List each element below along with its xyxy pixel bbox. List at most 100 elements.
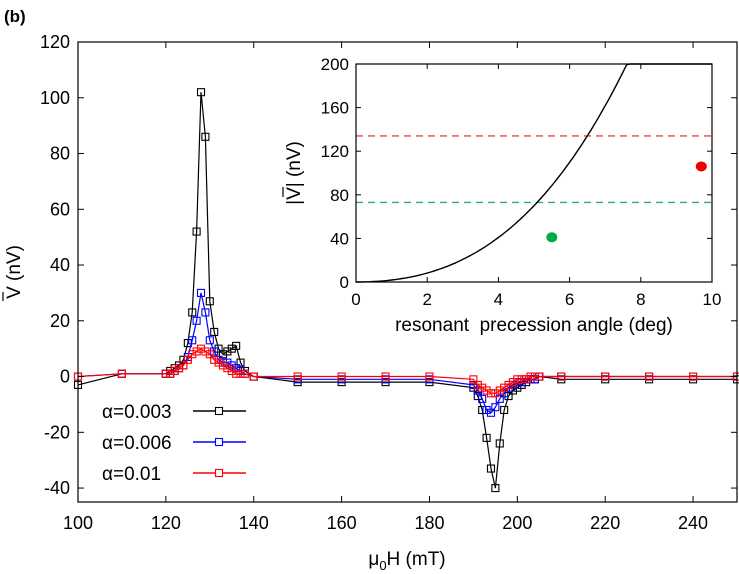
main-x-tick-label: 140 xyxy=(239,513,269,533)
series-marker xyxy=(526,372,535,381)
inset-y-tick-label: 0 xyxy=(340,273,349,292)
series-marker xyxy=(513,375,522,384)
series-marker xyxy=(504,392,513,401)
series-marker xyxy=(478,394,487,403)
inset-background xyxy=(282,56,722,326)
series-marker xyxy=(188,308,197,317)
inset-plot: 0 2 4 6 8 10 0 40 80 120 160 200 resonant precessi… xyxy=(282,55,722,336)
legend-entry-marker xyxy=(214,468,224,478)
series-marker xyxy=(500,383,509,392)
series-marker xyxy=(491,484,500,493)
series-marker xyxy=(645,372,654,381)
series-marker xyxy=(192,227,201,236)
main-x-tick-label: 120 xyxy=(151,513,181,533)
legend-entry-label: α=0.006 xyxy=(102,433,172,454)
series-marker xyxy=(236,358,245,367)
inset-y-tick-label: 160 xyxy=(321,99,349,118)
series-marker xyxy=(473,386,482,395)
legend: α=0.003 α=0.006 α=0.01 xyxy=(102,402,246,485)
inset-y-tick-label: 200 xyxy=(321,55,349,74)
main-x-ticks: 100 120 140 160 180 200 220 240 xyxy=(63,42,708,533)
series-marker xyxy=(495,439,504,448)
series-marker xyxy=(478,405,487,415)
series-marker xyxy=(214,358,223,367)
series-marker xyxy=(210,347,219,356)
main-y-tick-label: -40 xyxy=(44,478,70,498)
panel-label: (b) xyxy=(4,7,26,26)
series-marker xyxy=(188,350,197,359)
series-marker xyxy=(522,375,531,384)
series-line xyxy=(77,292,737,414)
main-plot: 100 120 140 160 180 200 220 240 -40-20020406080… xyxy=(2,32,739,573)
main-x-axis-label-rest: H (mT) xyxy=(387,549,446,570)
inset-x-tick-label: 0 xyxy=(351,290,360,309)
series-marker xyxy=(517,375,526,384)
series-marker xyxy=(201,132,210,141)
main-x-axis-label: μ0H (mT) xyxy=(368,549,445,573)
main-y-axis-label: V (nV) xyxy=(4,245,25,299)
series-marker xyxy=(535,372,544,381)
series-marker xyxy=(500,389,509,398)
series-marker xyxy=(214,344,223,353)
main-y-tick-label: -20 xyxy=(44,422,70,442)
legend-entry-marker xyxy=(214,406,224,416)
inset-y-tick-label: 120 xyxy=(321,142,349,161)
series-marker xyxy=(495,386,504,395)
series-marker xyxy=(232,369,241,378)
series-marker xyxy=(478,383,487,392)
series-marker xyxy=(689,372,698,381)
series-marker xyxy=(469,380,478,389)
series-marker xyxy=(205,336,214,345)
series-marker xyxy=(166,369,175,378)
series-marker xyxy=(508,386,517,395)
main-x-tick-label: 160 xyxy=(327,513,357,533)
series-marker xyxy=(201,347,210,356)
series-marker xyxy=(218,361,228,370)
main-x-axis-label-subscript: 0 xyxy=(379,558,386,573)
series-marker xyxy=(161,369,170,378)
inset-x-tick-label: 2 xyxy=(422,290,431,309)
main-x-tick-label: 220 xyxy=(590,513,620,533)
legend-entry-label: α=0.003 xyxy=(102,402,172,423)
series-marker xyxy=(227,361,236,370)
series-marker xyxy=(210,355,219,364)
main-x-tick-label: 100 xyxy=(63,513,93,533)
series-marker xyxy=(240,369,249,378)
series-marker xyxy=(482,433,491,442)
series-marker xyxy=(601,372,610,381)
series-marker xyxy=(232,341,241,350)
series-line xyxy=(77,92,737,489)
series-marker xyxy=(192,316,201,325)
series-marker xyxy=(223,364,232,373)
series-marker xyxy=(210,327,219,336)
series-marker xyxy=(557,372,566,381)
series-marker xyxy=(530,372,539,381)
series-marker xyxy=(500,405,509,415)
series-marker xyxy=(174,364,184,373)
inset-y-tick-label: 80 xyxy=(330,186,349,205)
series-marker xyxy=(179,361,188,370)
series-marker xyxy=(223,347,232,356)
main-y-tick-label: 120 xyxy=(40,32,70,52)
series-marker xyxy=(425,372,434,381)
series-marker xyxy=(196,288,206,297)
series-marker xyxy=(227,344,236,353)
series-marker xyxy=(236,369,245,378)
series-marker xyxy=(508,378,517,387)
inset-y-ticks: 0 40 80 120 160 200 xyxy=(321,55,712,292)
series-marker xyxy=(170,366,179,376)
series-marker xyxy=(381,372,390,381)
inset-x-ticks: 0 2 4 6 8 10 xyxy=(351,64,721,309)
series-marker xyxy=(482,386,491,395)
inset-x-tick-label: 10 xyxy=(703,290,722,309)
series-marker xyxy=(201,308,210,317)
series-marker xyxy=(486,389,496,398)
series-marker xyxy=(293,372,302,381)
series-marker xyxy=(117,369,126,378)
series-marker xyxy=(495,394,504,403)
series-marker xyxy=(491,389,500,398)
series-marker xyxy=(192,347,201,356)
inset-y-axis-label: |V| (nV) xyxy=(284,141,305,205)
main-x-axis-label-mu: μ xyxy=(368,549,379,570)
